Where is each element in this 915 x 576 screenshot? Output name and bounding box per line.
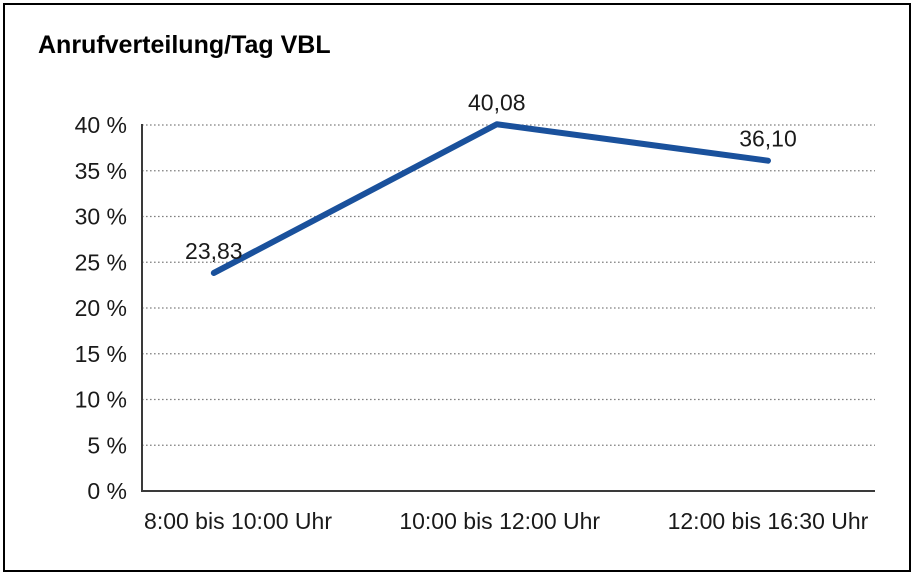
data-label: 36,10 xyxy=(739,126,797,152)
x-category-label: 12:00 bis 16:30 Uhr xyxy=(668,508,869,534)
y-tick-label: 35 % xyxy=(75,158,127,184)
y-tick-label: 25 % xyxy=(75,249,127,275)
y-tick-label: 10 % xyxy=(75,387,127,413)
y-tick-label: 30 % xyxy=(75,204,127,230)
x-category-label: 10:00 bis 12:00 Uhr xyxy=(399,508,600,534)
y-tick-label: 5 % xyxy=(87,432,127,458)
y-tick-label: 15 % xyxy=(75,341,127,367)
y-tick-label: 40 % xyxy=(75,112,127,138)
y-tick-label: 0 % xyxy=(87,478,127,504)
data-line xyxy=(210,121,771,276)
data-label: 23,83 xyxy=(185,238,243,264)
y-tick-label: 20 % xyxy=(75,295,127,321)
chart-title: Anrufverteilung/Tag VBL xyxy=(38,31,331,59)
x-category-label: 8:00 bis 10:00 Uhr xyxy=(144,508,332,534)
data-label: 40,08 xyxy=(468,89,526,115)
